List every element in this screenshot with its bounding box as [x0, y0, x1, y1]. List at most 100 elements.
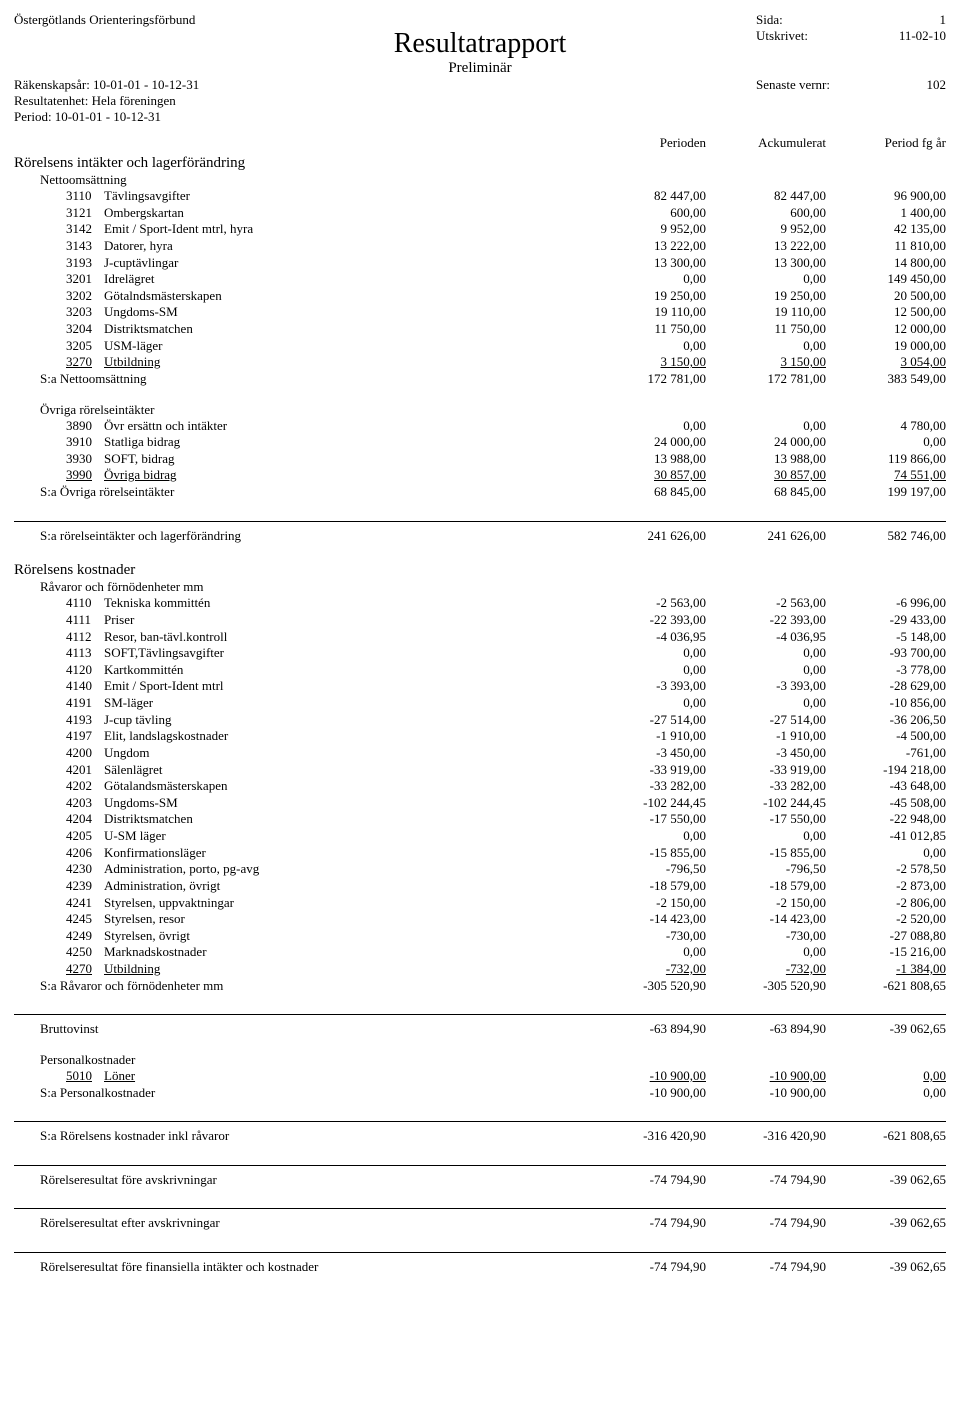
val-ackumulerat: 24 000,00 — [706, 434, 826, 451]
val-periodfg: -761,00 — [826, 745, 946, 762]
val-periodfg: -4 500,00 — [826, 728, 946, 745]
data-row: 4239 Administration, övrigt -18 579,00 -… — [14, 878, 946, 895]
data-row: 4249 Styrelsen, övrigt -730,00 -730,00 -… — [14, 928, 946, 945]
data-row: 4193 J-cup tävling -27 514,00 -27 514,00… — [14, 712, 946, 729]
data-row: 3890 Övr ersättn och intäkter 0,00 0,00 … — [14, 418, 946, 435]
val-periodfg: -39 062,65 — [826, 1215, 946, 1232]
val-ackumulerat: 0,00 — [706, 271, 826, 288]
val-periodfg: 20 500,00 — [826, 288, 946, 305]
val-perioden: 11 750,00 — [586, 321, 706, 338]
val-periodfg: -41 012,85 — [826, 828, 946, 845]
sum-row: Bruttovinst -63 894,90 -63 894,90 -39 06… — [14, 1021, 946, 1038]
account-code: 3193 — [14, 255, 104, 272]
val-perioden: 19 110,00 — [586, 304, 706, 321]
val-ackumulerat: -102 244,45 — [706, 795, 826, 812]
account-code: 4193 — [14, 712, 104, 729]
val-ackumulerat: -74 794,90 — [706, 1172, 826, 1189]
utskrivet-label: Utskrivet: — [756, 28, 808, 44]
val-ackumulerat: 0,00 — [706, 645, 826, 662]
account-code: 3930 — [14, 451, 104, 468]
val-ackumulerat: -4 036,95 — [706, 629, 826, 646]
val-ackumulerat: -17 550,00 — [706, 811, 826, 828]
val-periodfg: -43 648,00 — [826, 778, 946, 795]
resultatenhet: Resultatenhet: Hela föreningen — [14, 93, 946, 109]
data-row: 3193 J-cuptävlingar 13 300,00 13 300,00 … — [14, 255, 946, 272]
account-code: 4241 — [14, 895, 104, 912]
data-row: 4205 U-SM läger 0,00 0,00 -41 012,85 — [14, 828, 946, 845]
val-ackumulerat: -3 450,00 — [706, 745, 826, 762]
account-label: Tävlingsavgifter — [104, 188, 586, 205]
data-row: 4197 Elit, landslagskostnader -1 910,00 … — [14, 728, 946, 745]
data-row: 3201 Idrelägret 0,00 0,00 149 450,00 — [14, 271, 946, 288]
account-label: Administration, övrigt — [104, 878, 586, 895]
data-row: 3930 SOFT, bidrag 13 988,00 13 988,00 11… — [14, 451, 946, 468]
val-perioden: 0,00 — [586, 271, 706, 288]
account-label: Emit / Sport-Ident mtrl, hyra — [104, 221, 586, 238]
account-code: 3203 — [14, 304, 104, 321]
val-ackumulerat: 241 626,00 — [706, 528, 826, 545]
val-periodfg: -39 062,65 — [826, 1021, 946, 1038]
account-label: U-SM läger — [104, 828, 586, 845]
sum-label: S:a Rörelsens kostnader inkl råvaror — [14, 1128, 586, 1145]
divider — [14, 1014, 946, 1015]
group-heading: Råvaror och förnödenheter mm — [14, 579, 946, 595]
val-ackumulerat: -3 393,00 — [706, 678, 826, 695]
account-label: Styrelsen, övrigt — [104, 928, 586, 945]
divider — [14, 1252, 946, 1253]
val-ackumulerat: -305 520,90 — [706, 978, 826, 995]
data-row: 4230 Administration, porto, pg-avg -796,… — [14, 861, 946, 878]
val-periodfg: -621 808,65 — [826, 1128, 946, 1145]
val-ackumulerat: 3 150,00 — [706, 354, 826, 371]
val-ackumulerat: 19 250,00 — [706, 288, 826, 305]
val-periodfg: -39 062,65 — [826, 1172, 946, 1189]
val-periodfg: 4 780,00 — [826, 418, 946, 435]
sida-value: 1 — [940, 12, 947, 28]
account-label: Ungdoms-SM — [104, 304, 586, 321]
sum-label: Rörelseresultat efter avskrivningar — [14, 1215, 586, 1232]
val-ackumulerat: 13 300,00 — [706, 255, 826, 272]
val-ackumulerat: 19 110,00 — [706, 304, 826, 321]
account-code: 4112 — [14, 629, 104, 646]
utskrivet-value: 11-02-10 — [899, 28, 946, 44]
val-perioden: -3 393,00 — [586, 678, 706, 695]
val-periodfg: 14 800,00 — [826, 255, 946, 272]
data-row: 4111 Priser -22 393,00 -22 393,00 -29 43… — [14, 612, 946, 629]
val-ackumulerat: 0,00 — [706, 695, 826, 712]
val-perioden: -102 244,45 — [586, 795, 706, 812]
report-body: Rörelsens intäkter och lagerförändringNe… — [14, 155, 946, 1290]
account-label: Elit, landslagskostnader — [104, 728, 586, 745]
sum-row: S:a Nettoomsättning 172 781,00 172 781,0… — [14, 371, 946, 388]
sum-row: S:a Personalkostnader -10 900,00 -10 900… — [14, 1085, 946, 1102]
header-right-1: Sida:1 — [756, 12, 946, 28]
data-row: 4270 Utbildning -732,00 -732,00 -1 384,0… — [14, 961, 946, 978]
val-ackumulerat: 13 988,00 — [706, 451, 826, 468]
val-perioden: 3 150,00 — [586, 354, 706, 371]
val-perioden: 13 222,00 — [586, 238, 706, 255]
account-label: Utbildning — [104, 354, 586, 371]
val-perioden: -15 855,00 — [586, 845, 706, 862]
val-perioden: 0,00 — [586, 695, 706, 712]
val-periodfg: 12 000,00 — [826, 321, 946, 338]
val-periodfg: -15 216,00 — [826, 944, 946, 961]
account-code: 3890 — [14, 418, 104, 435]
val-periodfg: -39 062,65 — [826, 1259, 946, 1276]
val-periodfg: 3 054,00 — [826, 354, 946, 371]
val-ackumulerat: -730,00 — [706, 928, 826, 945]
val-periodfg: -22 948,00 — [826, 811, 946, 828]
account-code: 4110 — [14, 595, 104, 612]
account-label: Distriktsmatchen — [104, 811, 586, 828]
val-periodfg: -621 808,65 — [826, 978, 946, 995]
val-periodfg: -5 148,00 — [826, 629, 946, 646]
data-row: 4120 Kartkommittén 0,00 0,00 -3 778,00 — [14, 662, 946, 679]
account-label: Ombergskartan — [104, 205, 586, 222]
val-ackumulerat: -18 579,00 — [706, 878, 826, 895]
account-label: Övriga bidrag — [104, 467, 586, 484]
account-code: 3990 — [14, 467, 104, 484]
sum-label: S:a Övriga rörelseintäkter — [14, 484, 586, 501]
val-perioden: 0,00 — [586, 828, 706, 845]
divider — [14, 1121, 946, 1122]
account-label: Emit / Sport-Ident mtrl — [104, 678, 586, 695]
account-code: 3110 — [14, 188, 104, 205]
val-ackumulerat: -33 282,00 — [706, 778, 826, 795]
val-periodfg: -29 433,00 — [826, 612, 946, 629]
